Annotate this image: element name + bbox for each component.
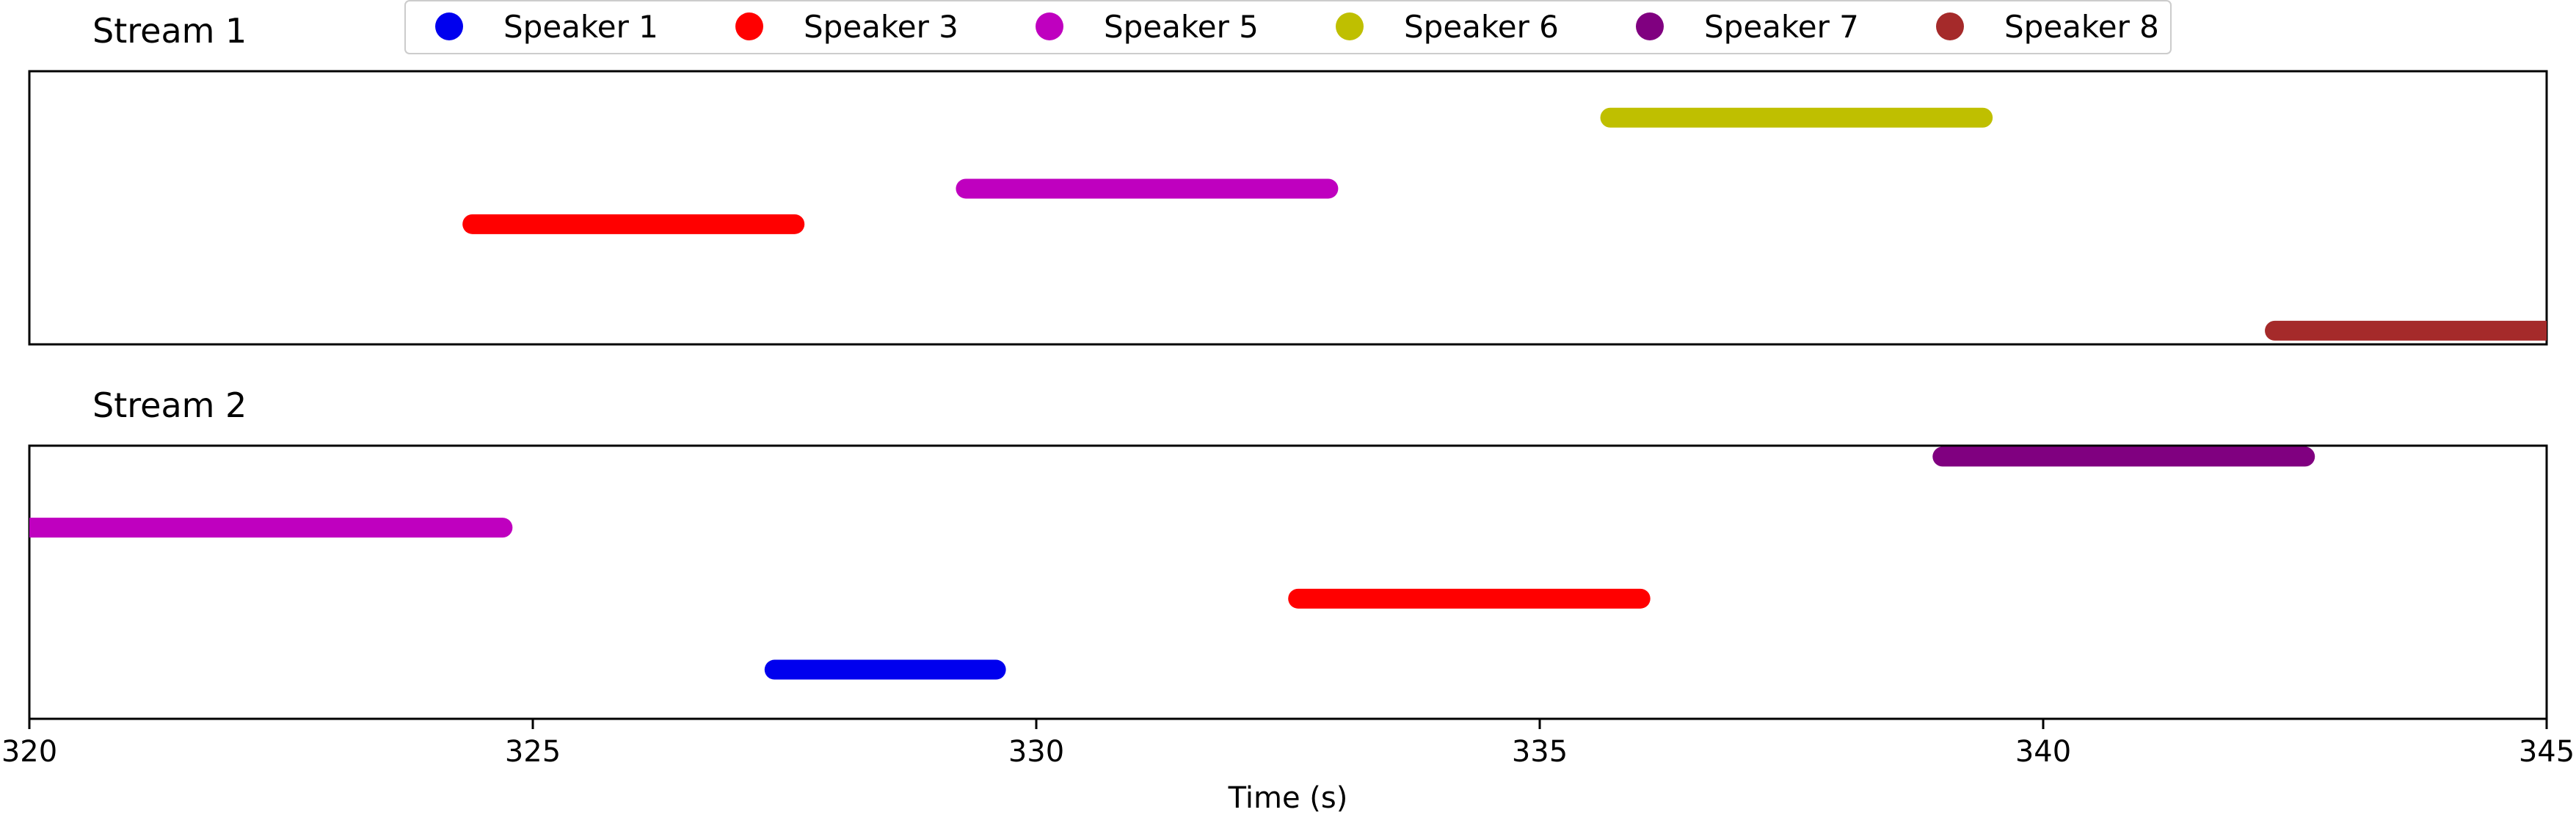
panel-stream-2: Stream 2 (28, 385, 2548, 720)
x-tick-label-320: 320 (1, 735, 57, 769)
legend: Speaker 1 Speaker 3 Speaker 5 Speaker 6 Spea… (404, 0, 2172, 54)
x-axis-label: Time (s) (1228, 781, 1348, 815)
x-tick-label-325: 325 (505, 735, 561, 769)
legend-entries: Speaker 1 Speaker 3 Speaker 5 Speaker 6 Spea… (435, 9, 2159, 45)
legend-marker-speaker-6 (1336, 12, 1364, 40)
legend-marker-speaker-5 (1036, 12, 1063, 40)
legend-marker-speaker-8 (1936, 12, 1964, 40)
x-tick-label-330: 330 (1008, 735, 1064, 769)
panel-frame-stream-2 (28, 444, 2548, 720)
x-tick-label-335: 335 (1512, 735, 1568, 769)
legend-label-speaker-5: Speaker 5 (1104, 9, 1259, 45)
segments-stream-1 (462, 107, 2547, 341)
x-axis: 320 325 330 335 340 345 (1, 719, 2575, 769)
panel-stream-1: Stream 1 (28, 11, 2548, 346)
segments-stream-2 (29, 446, 2315, 680)
panel-frame-stream-1 (28, 70, 2548, 346)
legend-label-speaker-6: Speaker 6 (1404, 9, 1559, 45)
legend-label-speaker-3: Speaker 3 (804, 9, 958, 45)
legend-label-speaker-7: Speaker 7 (1704, 9, 1859, 45)
legend-label-speaker-8: Speaker 8 (2004, 9, 2159, 45)
legend-marker-speaker-7 (1636, 12, 1664, 40)
legend-marker-speaker-3 (735, 12, 763, 40)
x-tick-label-345: 345 (2519, 735, 2575, 769)
legend-label-speaker-1: Speaker 1 (503, 9, 658, 45)
legend-marker-speaker-1 (435, 12, 463, 40)
panel-title-stream-2: Stream 2 (92, 385, 247, 425)
panel-title-stream-1: Stream 1 (92, 11, 247, 51)
legend-frame (404, 0, 2172, 54)
x-tick-label-340: 340 (2015, 735, 2071, 769)
